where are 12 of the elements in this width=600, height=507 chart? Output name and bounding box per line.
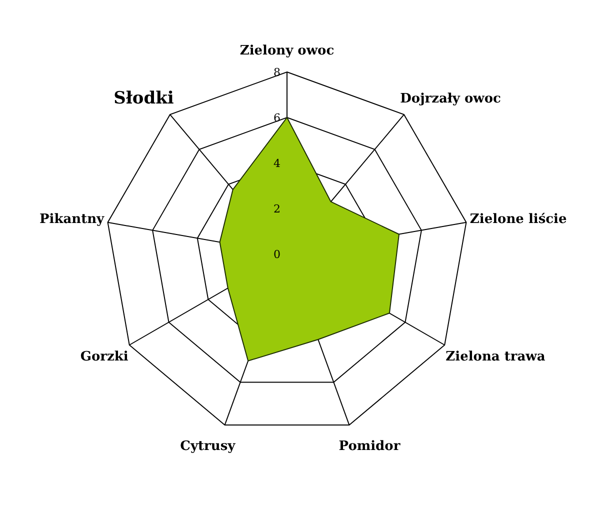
spoke-label: Zielony owoc [240,44,334,59]
y-tick-label: 4 [274,156,280,170]
spoke-label: Zielone liście [470,212,567,228]
spoke-label: Słodki [114,88,174,109]
spoke-label: Dojrzały owoc [400,91,502,106]
y-tick-label: 0 [274,248,280,261]
spoke-label: Cytrusy [180,439,236,454]
spoke-label: Pikantny [39,212,105,228]
spoke-label: Pomidor [338,439,400,454]
spoke-label: Zielona trawa [446,350,546,365]
y-tick-label: 2 [274,202,280,216]
spoke-label: Gorzki [80,350,128,365]
